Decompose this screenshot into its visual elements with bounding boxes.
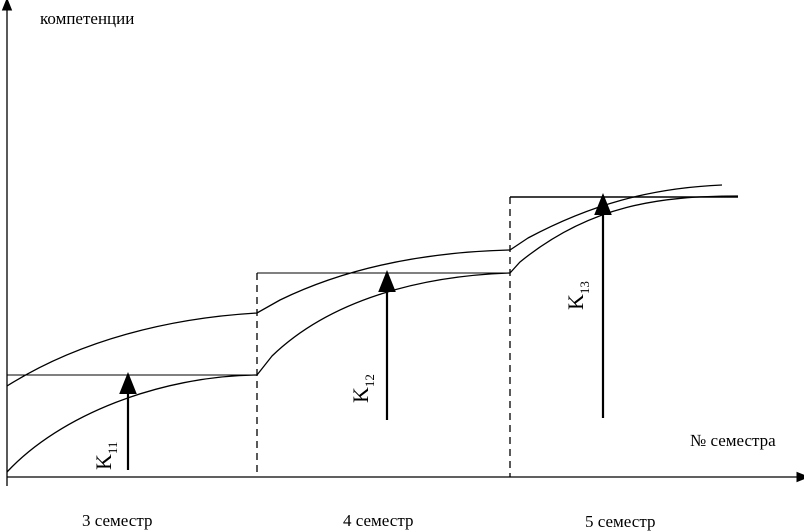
semester-label-3: 3 семестр (82, 511, 152, 530)
k12-label: K12 (348, 374, 377, 403)
upper-competency-curve (6, 184, 723, 387)
k13-label: K13 (563, 281, 592, 310)
y-axis-label: компетенции (40, 9, 134, 28)
semester-label-5: 5 семестр (585, 512, 655, 531)
x-axis-label: № семестра (690, 431, 776, 450)
k11-label: K11 (91, 442, 120, 470)
lower-competency-curve (6, 195, 739, 473)
semester-label-4: 4 семестр (343, 511, 413, 530)
